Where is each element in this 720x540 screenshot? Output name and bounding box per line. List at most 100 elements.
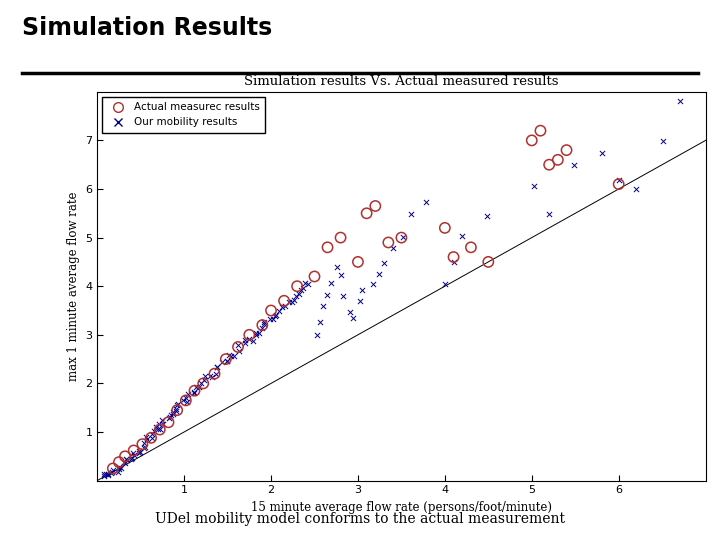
Point	[382, 238, 394, 247]
Point	[240, 339, 251, 348]
Point	[198, 376, 210, 384]
Point	[171, 405, 182, 414]
Point	[287, 298, 298, 306]
Point	[194, 382, 205, 391]
Point	[182, 389, 194, 398]
Point	[212, 362, 223, 371]
Point	[387, 244, 399, 253]
Point	[279, 296, 290, 305]
Point	[439, 224, 451, 232]
Point	[211, 363, 222, 372]
Point	[312, 331, 323, 340]
Point	[253, 328, 265, 337]
Point	[322, 243, 333, 252]
Point	[482, 211, 493, 220]
Point	[321, 291, 333, 299]
Point	[152, 424, 163, 433]
Point	[526, 136, 538, 145]
Point	[168, 409, 179, 418]
Point	[657, 137, 669, 145]
Point	[220, 355, 232, 363]
X-axis label: 15 minute average flow rate (persons/foot/minute): 15 minute average flow rate (persons/foo…	[251, 501, 552, 514]
Point	[153, 420, 165, 429]
Point	[297, 284, 309, 293]
Point	[352, 258, 364, 266]
Point	[107, 464, 119, 473]
Point	[256, 324, 268, 333]
Y-axis label: max 1 minute average flow rate: max 1 minute average flow rate	[67, 192, 80, 381]
Point	[293, 289, 305, 298]
Point	[98, 472, 109, 481]
Point	[223, 350, 235, 359]
Point	[456, 232, 467, 240]
Point	[171, 406, 183, 415]
Point	[561, 146, 572, 154]
Point	[148, 427, 159, 436]
Point	[147, 434, 158, 442]
Point	[98, 470, 109, 478]
Point	[290, 292, 302, 300]
Point	[243, 335, 254, 343]
Text: UDel mobility model conforms to the actual measurement: UDel mobility model conforms to the actu…	[155, 512, 565, 526]
Point	[191, 383, 202, 391]
Point	[482, 258, 494, 266]
Point	[189, 387, 200, 395]
Point	[120, 452, 131, 461]
Point	[331, 262, 343, 271]
Point	[294, 286, 306, 294]
Point	[284, 298, 295, 307]
Point	[113, 458, 125, 467]
Point	[127, 454, 138, 463]
Point	[167, 408, 179, 417]
Point	[354, 296, 366, 305]
Point	[163, 414, 174, 423]
Point	[233, 346, 245, 355]
Point	[177, 396, 189, 404]
Point	[448, 258, 459, 266]
Legend: Actual measurec results, Our mobility results: Actual measurec results, Our mobility re…	[102, 97, 265, 133]
Point	[158, 420, 169, 429]
Point	[292, 282, 303, 291]
Point	[171, 401, 182, 410]
Point	[317, 301, 328, 310]
Point	[138, 444, 150, 453]
Point	[197, 379, 209, 388]
Point	[675, 96, 686, 105]
Point	[173, 400, 184, 408]
Point	[112, 468, 123, 476]
Point	[113, 464, 125, 473]
Text: Simulation Results: Simulation Results	[22, 16, 272, 40]
Point	[165, 411, 176, 420]
Point	[596, 148, 608, 157]
Point	[528, 182, 540, 191]
Point	[157, 415, 168, 424]
Point	[210, 369, 222, 378]
Title: Simulation results Vs. Actual measured results: Simulation results Vs. Actual measured r…	[244, 75, 559, 88]
Point	[335, 233, 346, 242]
Point	[543, 210, 554, 219]
Point	[125, 455, 137, 464]
Point	[347, 314, 359, 322]
Point	[369, 201, 381, 210]
Point	[240, 336, 251, 345]
Point	[105, 469, 117, 477]
Point	[121, 455, 132, 464]
Point	[314, 318, 325, 327]
Point	[251, 331, 262, 340]
Point	[196, 379, 207, 387]
Point	[264, 314, 276, 323]
Point	[336, 271, 347, 279]
Point	[154, 426, 166, 434]
Point	[121, 455, 132, 463]
Point	[256, 321, 268, 329]
Point	[181, 397, 193, 406]
Point	[135, 447, 146, 456]
Point	[138, 438, 150, 447]
Point	[258, 318, 270, 326]
Point	[163, 418, 174, 427]
Point	[378, 258, 390, 267]
Point	[199, 372, 211, 381]
Point	[102, 469, 114, 478]
Point	[325, 279, 336, 287]
Point	[405, 209, 417, 218]
